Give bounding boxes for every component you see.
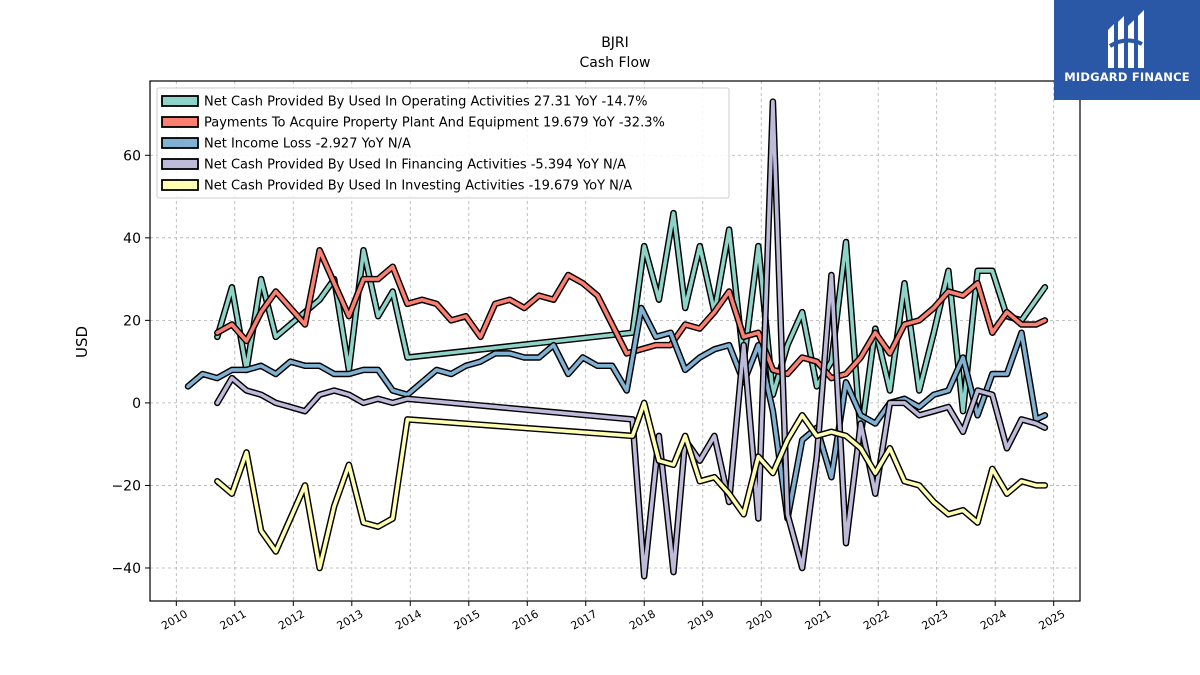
y-axis-label: USD	[73, 326, 91, 358]
x-tick-label: 2016	[510, 607, 541, 632]
x-tick-label: 2011	[218, 607, 249, 632]
x-tick-label: 2021	[803, 607, 834, 632]
legend-swatch	[162, 159, 198, 169]
chart-title: BJRI	[601, 35, 629, 51]
x-tick-label: 2019	[686, 607, 717, 632]
legend-label: Payments To Acquire Property Plant And E…	[204, 116, 665, 131]
y-tick-label: 20	[123, 313, 141, 329]
legend-label: Net Cash Provided By Used In Financing A…	[204, 158, 626, 173]
x-tick-label: 2025	[1037, 607, 1068, 632]
legend-swatch	[162, 180, 198, 190]
x-tick-label: 2023	[920, 607, 951, 632]
legend-label: Net Cash Provided By Used In Operating A…	[204, 95, 647, 110]
x-tick-label: 2018	[627, 607, 658, 632]
cash-flow-chart: 2010 2011 2012 2013 2014 2015 2016 2017 2018 2019…	[0, 0, 1200, 675]
x-tick-label: 2015	[452, 607, 483, 632]
x-tick-label: 2012	[276, 607, 307, 632]
x-tick-label: 2020	[744, 607, 775, 632]
logo-mark-icon	[1102, 8, 1152, 68]
x-tick-label: 2010	[159, 607, 190, 632]
y-tick-label: 60	[123, 148, 141, 164]
legend-label: Net Cash Provided By Used In Investing A…	[204, 179, 632, 194]
x-tick-label: 2022	[861, 607, 892, 632]
y-tick-label: 0	[132, 396, 141, 412]
x-tick-label: 2014	[393, 607, 424, 632]
chart-subtitle: Cash Flow	[580, 55, 651, 71]
y-tick-label: 40	[123, 231, 141, 247]
x-tick-label: 2024	[978, 607, 1009, 632]
legend-swatch	[162, 138, 198, 148]
legend-swatch	[162, 117, 198, 127]
legend: Net Cash Provided By Used In Operating A…	[157, 88, 729, 198]
midgard-finance-logo: MIDGARD FINANCE	[1054, 0, 1200, 100]
legend-label: Net Income Loss -2.927 YoY N/A	[204, 137, 411, 152]
x-tick-label: 2013	[335, 607, 366, 632]
x-tick-label: 2017	[569, 607, 600, 632]
logo-text: MIDGARD FINANCE	[1054, 70, 1200, 84]
y-tick-label: −40	[111, 561, 141, 577]
y-tick-label: −20	[111, 478, 141, 494]
legend-swatch	[162, 96, 198, 106]
